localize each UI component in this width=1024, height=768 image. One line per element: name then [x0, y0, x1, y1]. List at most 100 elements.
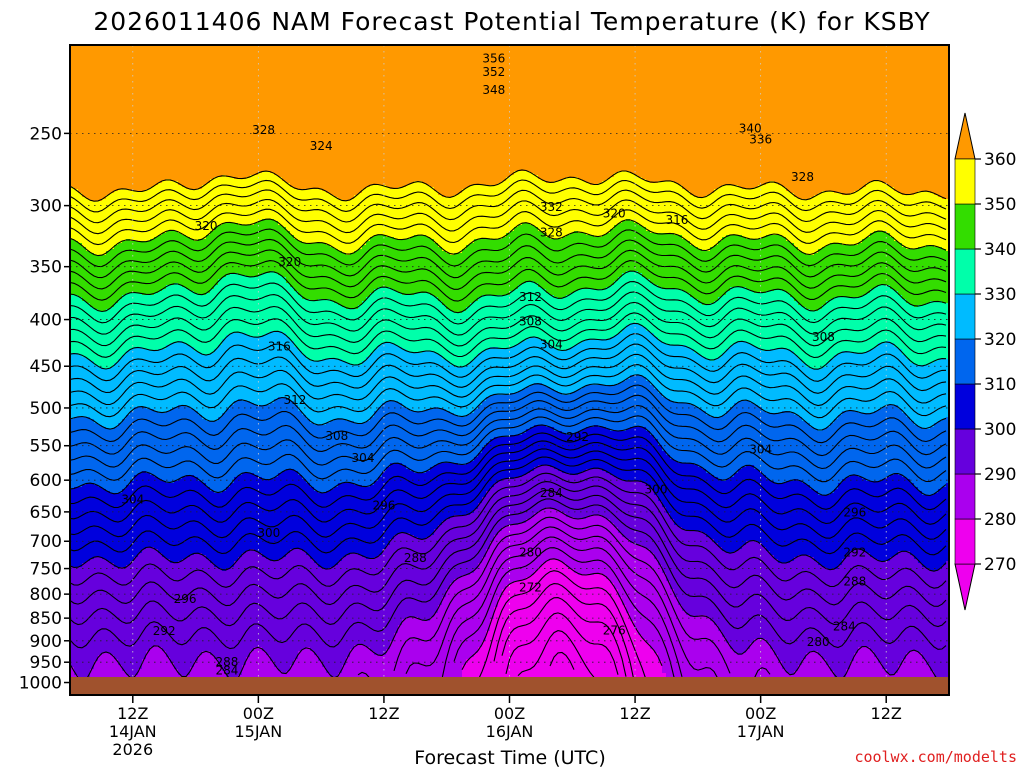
contour-label: 352: [482, 65, 505, 79]
contour-label: 304: [352, 451, 375, 465]
x-tick-label: 2026: [112, 740, 153, 759]
colorbar-cap-bottom: [954, 563, 976, 611]
contour-label: 280: [807, 635, 830, 649]
colorbar-label: 320: [984, 330, 1016, 350]
contour-label: 288: [843, 575, 866, 589]
colorbar-label: 310: [984, 375, 1016, 395]
contour-label: 332: [540, 200, 563, 214]
x-axis-title: Forecast Time (UTC): [414, 747, 605, 768]
colorbar-label: 330: [984, 285, 1016, 305]
contour-label: 272: [519, 581, 542, 595]
y-tick-label: 550: [30, 437, 62, 457]
x-tick-label: 00Z: [745, 704, 776, 723]
contour-label: 316: [665, 213, 688, 227]
contour-label: 300: [257, 526, 280, 540]
colorbar-label: 300: [984, 420, 1016, 440]
contour-label: 292: [843, 545, 866, 559]
contour-label: 328: [252, 123, 275, 137]
contour-label: 320: [278, 255, 301, 269]
contour-label: 284: [833, 619, 856, 633]
y-tick-label: 700: [30, 532, 62, 552]
contour-label: 308: [325, 429, 348, 443]
y-tick-label: 600: [30, 471, 62, 491]
contour-label: 296: [372, 499, 395, 513]
contour-label: 340: [739, 122, 762, 136]
x-tick-label: 12Z: [368, 704, 399, 723]
contour-label: 296: [174, 592, 197, 606]
x-tick-label: 15JAN: [234, 722, 282, 741]
colorbar-swatch: [954, 158, 976, 205]
y-tick-label: 450: [30, 357, 62, 377]
colorbar-swatch: [954, 293, 976, 340]
contour-label: 296: [843, 505, 866, 519]
colorbar-label: 340: [984, 240, 1016, 260]
contour-label: 312: [519, 290, 542, 304]
ground-surface: [70, 677, 949, 695]
x-tick-label: 17JAN: [737, 722, 785, 741]
contour-label: 292: [153, 624, 176, 638]
contour-label: 320: [195, 219, 218, 233]
x-tick-label: 00Z: [243, 704, 274, 723]
y-axis: 250 300 350 400 450 500 550 600 650 700 750 800 850 9…: [19, 124, 70, 694]
colorbar-label: 290: [984, 465, 1016, 485]
theta-contour-lines: [70, 169, 946, 681]
colorbar-swatch: [954, 518, 976, 565]
x-tick-label: 00Z: [494, 704, 525, 723]
colorbar-swatch: [954, 428, 976, 475]
colorbar-swatch: [954, 473, 976, 520]
contour-label: 328: [791, 170, 814, 184]
contour-label: 316: [268, 339, 291, 353]
y-tick-label: 850: [30, 609, 62, 629]
theta-color-bands: [70, 45, 949, 695]
credit-text: coolwx.com/modelts: [854, 748, 1017, 766]
contour-label: 312: [284, 393, 307, 407]
contour-label: 328: [540, 225, 563, 239]
y-tick-label: 300: [30, 197, 62, 217]
colorbar-label: 280: [984, 510, 1016, 530]
colorbar-cap-top: [954, 112, 976, 160]
colorbar-swatch: [954, 383, 976, 430]
chart-title: 2026011406 NAM Forecast Potential Temper…: [93, 7, 930, 36]
colorbar: 270 280 290 300 310 320 330 340 350 360: [954, 112, 1016, 611]
contour-label: 308: [519, 315, 542, 329]
contour-label: 336: [749, 133, 772, 147]
contour-label: 288: [404, 551, 427, 565]
colorbar-swatch: [954, 248, 976, 295]
colorbar-label: 360: [984, 150, 1016, 170]
y-tick-label: 1000: [19, 674, 62, 694]
contour-label: 288: [216, 655, 239, 669]
contour-label: 300: [645, 482, 668, 496]
y-tick-label: 350: [30, 258, 62, 278]
y-tick-label: 400: [30, 311, 62, 331]
y-tick-label: 250: [30, 124, 62, 144]
contour-label: 320: [603, 206, 626, 220]
contour-label: 324: [310, 139, 333, 153]
x-tick-label: 12Z: [117, 704, 148, 723]
y-tick-label: 650: [30, 503, 62, 523]
colorbar-label: 270: [984, 555, 1016, 575]
contour-label: 280: [519, 545, 542, 559]
y-tick-label: 950: [30, 653, 62, 673]
x-tick-label: 12Z: [871, 704, 902, 723]
x-tick-label: 12Z: [619, 704, 650, 723]
contour-label: 304: [540, 338, 563, 352]
y-tick-label: 500: [30, 399, 62, 419]
contour-label: 276: [603, 624, 626, 638]
x-tick-label: 16JAN: [486, 722, 534, 741]
contour-label: 304: [121, 493, 144, 507]
contour-label: 304: [749, 442, 772, 456]
colorbar-swatch: [954, 203, 976, 250]
contour-label: 308: [812, 330, 835, 344]
contour-label: 292: [566, 430, 589, 444]
y-tick-label: 750: [30, 560, 62, 580]
contour-label: 284: [540, 486, 563, 500]
y-tick-label: 800: [30, 585, 62, 605]
x-tick-label: 14JAN: [109, 722, 157, 741]
contour-label: 356: [482, 52, 505, 66]
contour-label: 348: [482, 83, 505, 97]
colorbar-label: 350: [984, 195, 1016, 215]
contour-label: 284: [216, 663, 239, 677]
